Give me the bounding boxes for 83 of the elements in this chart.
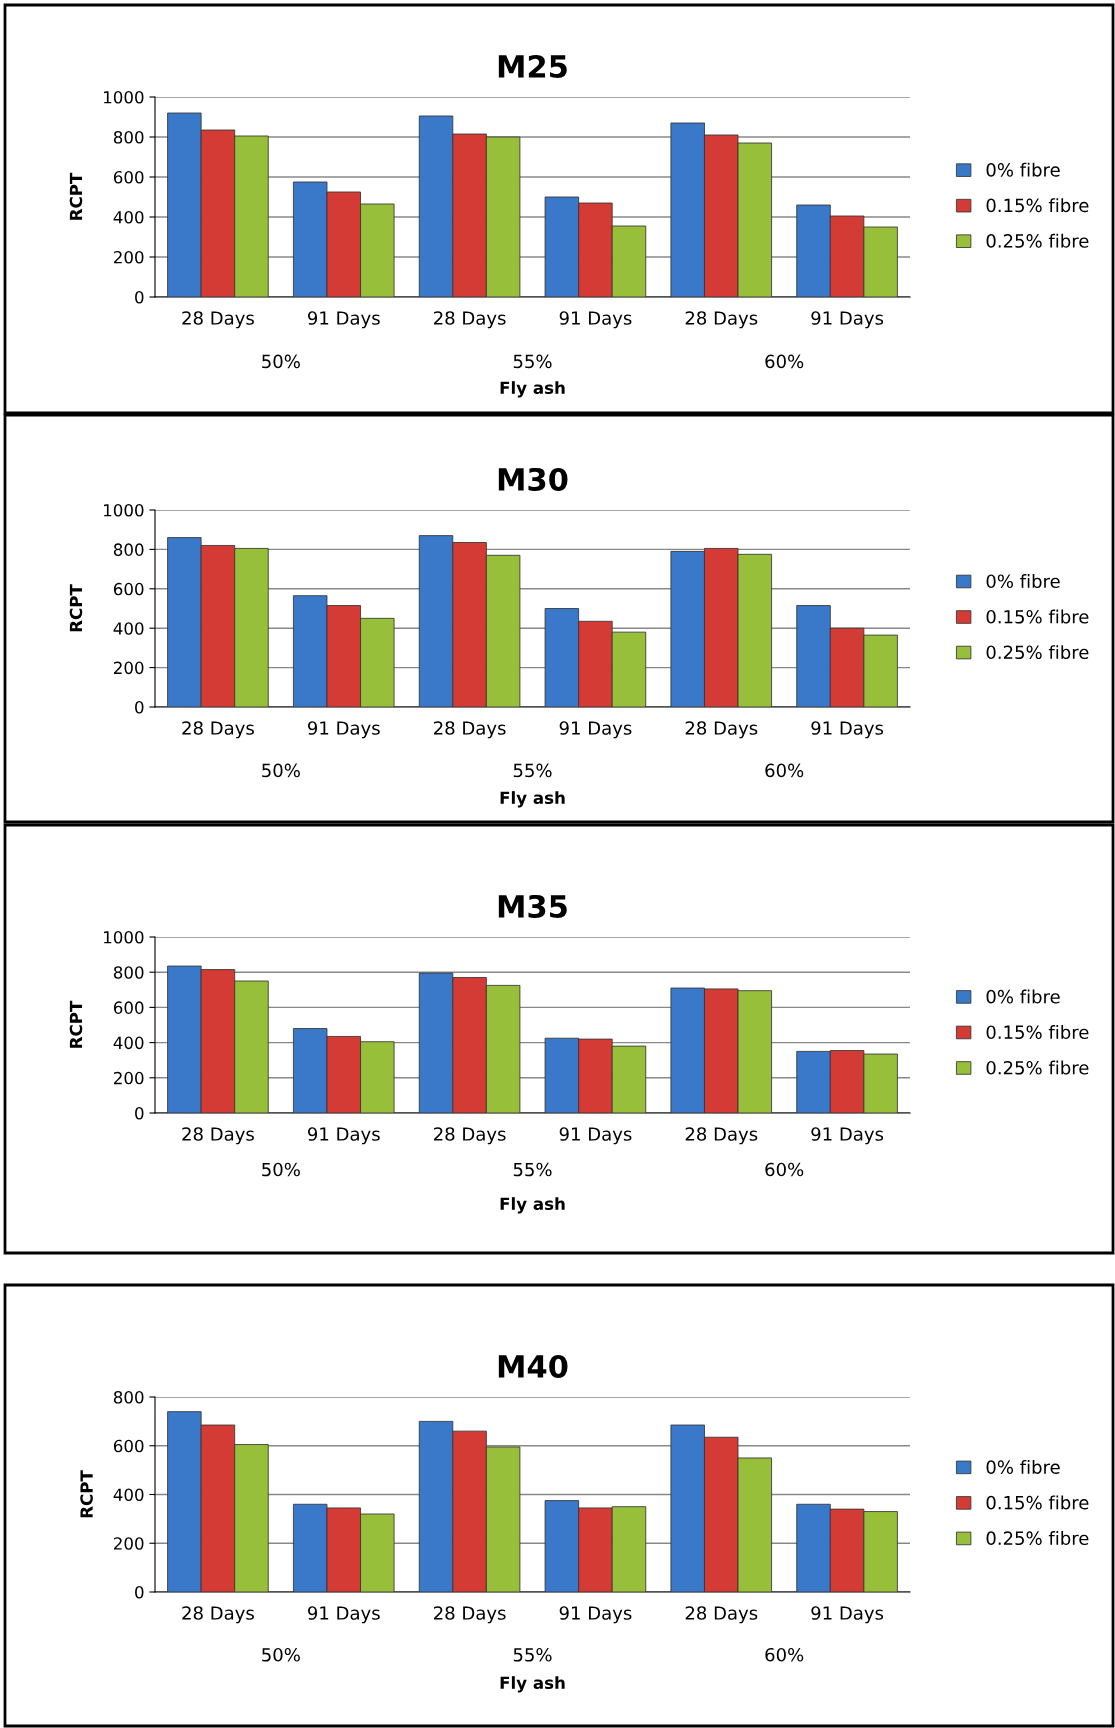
chart-title: M35 (498, 894, 567, 918)
text: 55% (513, 1162, 552, 1177)
text: 60% (765, 354, 804, 369)
y-tick-label: 200 (113, 661, 144, 675)
y-tick-label: 800 (113, 543, 144, 556)
y-tick-label: 600 (113, 582, 144, 596)
text: 55% (513, 354, 552, 369)
y-tick-label: 400 (113, 210, 144, 224)
x-tick-label: 91 Days (308, 311, 380, 329)
x-axis-title: Fly ash (500, 381, 565, 398)
x-tick-label: 28 Days (685, 721, 758, 739)
text: 50% (262, 763, 300, 778)
y-tick-label: 1000 (104, 930, 144, 944)
text: 60% (765, 763, 804, 778)
legend-label: 0.15% fibre (986, 609, 1089, 624)
x-tick-label: 91 Days (308, 1127, 380, 1145)
y-axis-title: RCPT (69, 584, 83, 632)
y-tick-label: 800 (113, 130, 144, 144)
legend-label: 0.25% fibre (986, 1060, 1089, 1075)
y-tick-label: 800 (113, 1390, 144, 1404)
x-tick-label: 28 Days (434, 721, 506, 739)
legend-label: 0.15% fibre (986, 1025, 1089, 1040)
x-tick-label: 28 Days (434, 1606, 506, 1624)
y-tick-label: 200 (113, 250, 144, 264)
y-tick-label: 0 (135, 700, 144, 714)
x-tick-label: 28 Days (434, 311, 506, 329)
x-tick-label: 28 Days (182, 311, 254, 329)
x-tick-label: 28 Days (685, 1127, 758, 1145)
y-axis-title: RCPT (69, 172, 83, 220)
legend-label: 0.25% fibre (986, 233, 1089, 248)
y-tick-label: 0 (135, 1585, 144, 1599)
text: 55% (513, 1647, 552, 1662)
chart-title: M40 (498, 1354, 568, 1378)
x-tick-label: 91 Days (811, 311, 884, 329)
y-axis-title: RCPT (69, 1000, 83, 1048)
legend-label: 0.25% fibre (986, 645, 1089, 660)
text: 55% (513, 763, 552, 778)
y-tick-label: 0 (135, 290, 144, 304)
x-tick-label: 91 Days (811, 721, 884, 739)
x-tick-label: 91 Days (308, 721, 380, 739)
x-tick-label: 28 Days (434, 1127, 506, 1145)
x-tick-label: 91 Days (559, 311, 632, 329)
x-tick-label: 28 Days (685, 311, 758, 329)
y-tick-label: 600 (113, 170, 144, 184)
y-tick-label: 400 (113, 1036, 144, 1050)
x-tick-label: 28 Days (685, 1606, 758, 1624)
y-tick-label: 1000 (104, 503, 144, 517)
y-tick-label: 1000 (104, 90, 144, 104)
y-tick-label: 400 (113, 622, 144, 635)
x-tick-label: 91 Days (559, 721, 632, 739)
y-tick-label: 400 (113, 1488, 144, 1502)
text: 60% (765, 1647, 804, 1662)
legend-label: 0% fibre (986, 989, 1060, 1004)
legend-label: 0.25% fibre (986, 1531, 1089, 1546)
text: 50% (262, 1162, 300, 1177)
legend-label: 0% fibre (986, 574, 1060, 589)
chart-title: M25 (498, 54, 567, 78)
x-axis-title: Fly ash (500, 1197, 565, 1214)
legend-label: 0.15% fibre (986, 198, 1089, 213)
y-tick-label: 200 (113, 1537, 144, 1550)
x-tick-label: 28 Days (182, 1127, 254, 1145)
y-tick-label: 0 (135, 1106, 144, 1120)
text: 60% (765, 1162, 804, 1177)
y-tick-label: 600 (113, 1001, 144, 1014)
text: 50% (262, 1647, 300, 1662)
x-tick-label: 91 Days (308, 1606, 380, 1624)
y-tick-label: 600 (113, 1439, 144, 1453)
legend-label: 0% fibre (986, 162, 1060, 177)
x-tick-label: 91 Days (559, 1127, 632, 1145)
y-tick-label: 200 (113, 1071, 144, 1085)
x-tick-label: 28 Days (182, 721, 254, 739)
x-tick-label: 91 Days (811, 1606, 884, 1624)
legend-label: 0% fibre (986, 1459, 1060, 1474)
x-axis-title: Fly ash (500, 791, 565, 808)
chart-title: M30 (498, 467, 568, 491)
x-tick-label: 91 Days (811, 1127, 884, 1145)
y-axis-title: RCPT (80, 1470, 93, 1518)
y-tick-label: 800 (113, 966, 144, 979)
x-tick-label: 91 Days (559, 1606, 632, 1624)
legend-label: 0.15% fibre (986, 1495, 1089, 1510)
x-tick-label: 28 Days (182, 1606, 254, 1624)
text: 50% (262, 354, 300, 369)
x-axis-title: Fly ash (500, 1676, 565, 1693)
